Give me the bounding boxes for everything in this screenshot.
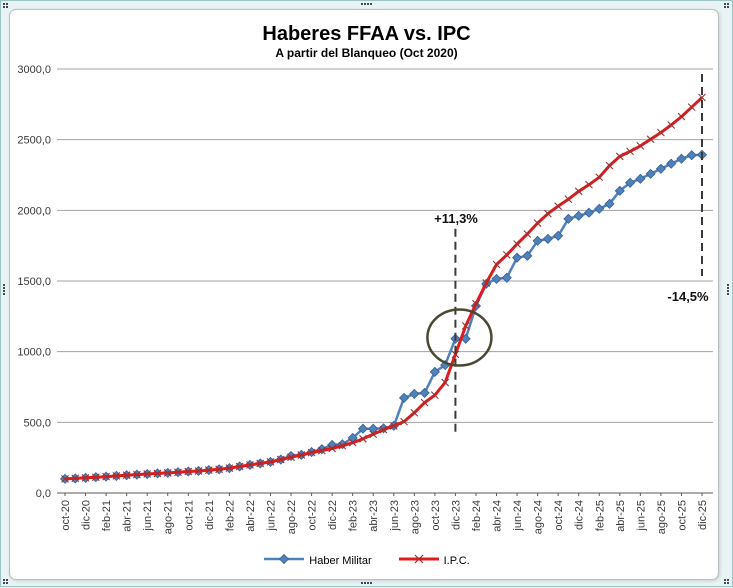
svg-text:2500,0: 2500,0 (17, 135, 51, 147)
series-i-p-c- (61, 93, 706, 483)
svg-text:feb-22: feb-22 (224, 500, 236, 531)
resize-handle-bottom-center[interactable] (361, 582, 372, 584)
legend-label-haber: Haber Militar (309, 555, 372, 567)
svg-text:dic-25: dic-25 (697, 500, 709, 530)
resize-handle-top-left[interactable] (3, 3, 8, 8)
svg-text:abr-23: abr-23 (368, 500, 380, 532)
page-subtitle[interactable]: A partir del Blanqueo (Oct 2020) (275, 46, 458, 60)
svg-text:oct-21: oct-21 (183, 500, 195, 531)
svg-text:abr-24: abr-24 (492, 500, 504, 532)
series-haber-militar (59, 149, 708, 484)
chart-object[interactable] (9, 9, 719, 580)
svg-text:oct-24: oct-24 (553, 500, 565, 531)
svg-text:dic-24: dic-24 (574, 500, 586, 530)
svg-text:500,0: 500,0 (23, 417, 51, 429)
chart-legend[interactable]: Haber Militar I.P.C. (1, 550, 732, 572)
svg-text:ago-25: ago-25 (656, 500, 668, 534)
resize-handle-bottom-right[interactable] (724, 579, 729, 584)
resize-handle-middle-right[interactable] (727, 284, 729, 295)
resize-handle-bottom-left[interactable] (3, 579, 8, 584)
svg-text:ago-24: ago-24 (533, 500, 545, 534)
svg-text:jun-24: jun-24 (512, 500, 524, 532)
svg-text:oct-25: oct-25 (676, 500, 688, 531)
legend-item-ipc[interactable]: I.P.C. (398, 552, 470, 570)
legend-sample-ipc-x-icon (398, 552, 440, 570)
svg-text:1500,0: 1500,0 (17, 276, 51, 288)
svg-text:ago-22: ago-22 (286, 500, 298, 534)
svg-text:jun-23: jun-23 (389, 500, 401, 532)
svg-text:dic-21: dic-21 (204, 500, 216, 530)
annotation-minus-14-5[interactable]: -14,5% (667, 289, 709, 304)
legend-sample-haber-diamond-icon (263, 552, 305, 570)
svg-text:feb-23: feb-23 (348, 500, 360, 531)
svg-text:oct-20: oct-20 (60, 500, 72, 531)
svg-text:jun-21: jun-21 (142, 500, 154, 532)
svg-text:feb-21: feb-21 (101, 500, 113, 531)
legend-item-haber-militar[interactable]: Haber Militar (263, 552, 372, 570)
svg-text:abr-22: abr-22 (245, 500, 257, 532)
svg-text:3000,0: 3000,0 (17, 64, 51, 76)
svg-text:1000,0: 1000,0 (17, 347, 51, 359)
x-axis-labels: oct-20 dic-20 feb-21 abr-21 jun-21 ago-21 oct-… (60, 493, 709, 534)
svg-text:feb-24: feb-24 (471, 500, 483, 531)
svg-text:ago-23: ago-23 (409, 500, 421, 534)
svg-text:abr-25: abr-25 (615, 500, 627, 532)
svg-text:oct-23: oct-23 (430, 500, 442, 531)
svg-text:0,0: 0,0 (36, 488, 51, 500)
svg-text:dic-23: dic-23 (450, 500, 462, 530)
svg-text:jun-22: jun-22 (265, 500, 277, 532)
svg-text:abr-21: abr-21 (122, 500, 134, 532)
y-axis-labels: 0,0 500,0 1000,0 1500,0 2000,0 2500,0 3000,0 (17, 64, 51, 500)
svg-text:jun-25: jun-25 (635, 500, 647, 532)
resize-handle-top-center[interactable] (361, 3, 372, 5)
svg-text:dic-20: dic-20 (81, 500, 93, 530)
svg-text:ago-21: ago-21 (163, 500, 175, 534)
svg-text:2000,0: 2000,0 (17, 205, 51, 217)
svg-text:dic-22: dic-22 (327, 500, 339, 530)
resize-handle-top-right[interactable] (724, 3, 729, 8)
svg-text:oct-22: oct-22 (307, 500, 319, 531)
svg-text:feb-25: feb-25 (594, 500, 606, 531)
resize-handle-middle-left[interactable] (3, 284, 5, 295)
crossover-circle (426, 308, 493, 367)
annotation-plus-11-3[interactable]: +11,3% (434, 211, 478, 226)
legend-label-ipc: I.P.C. (443, 555, 470, 567)
page-title[interactable]: Haberes FFAA vs. IPC (262, 23, 471, 45)
gridlines (57, 68, 713, 494)
